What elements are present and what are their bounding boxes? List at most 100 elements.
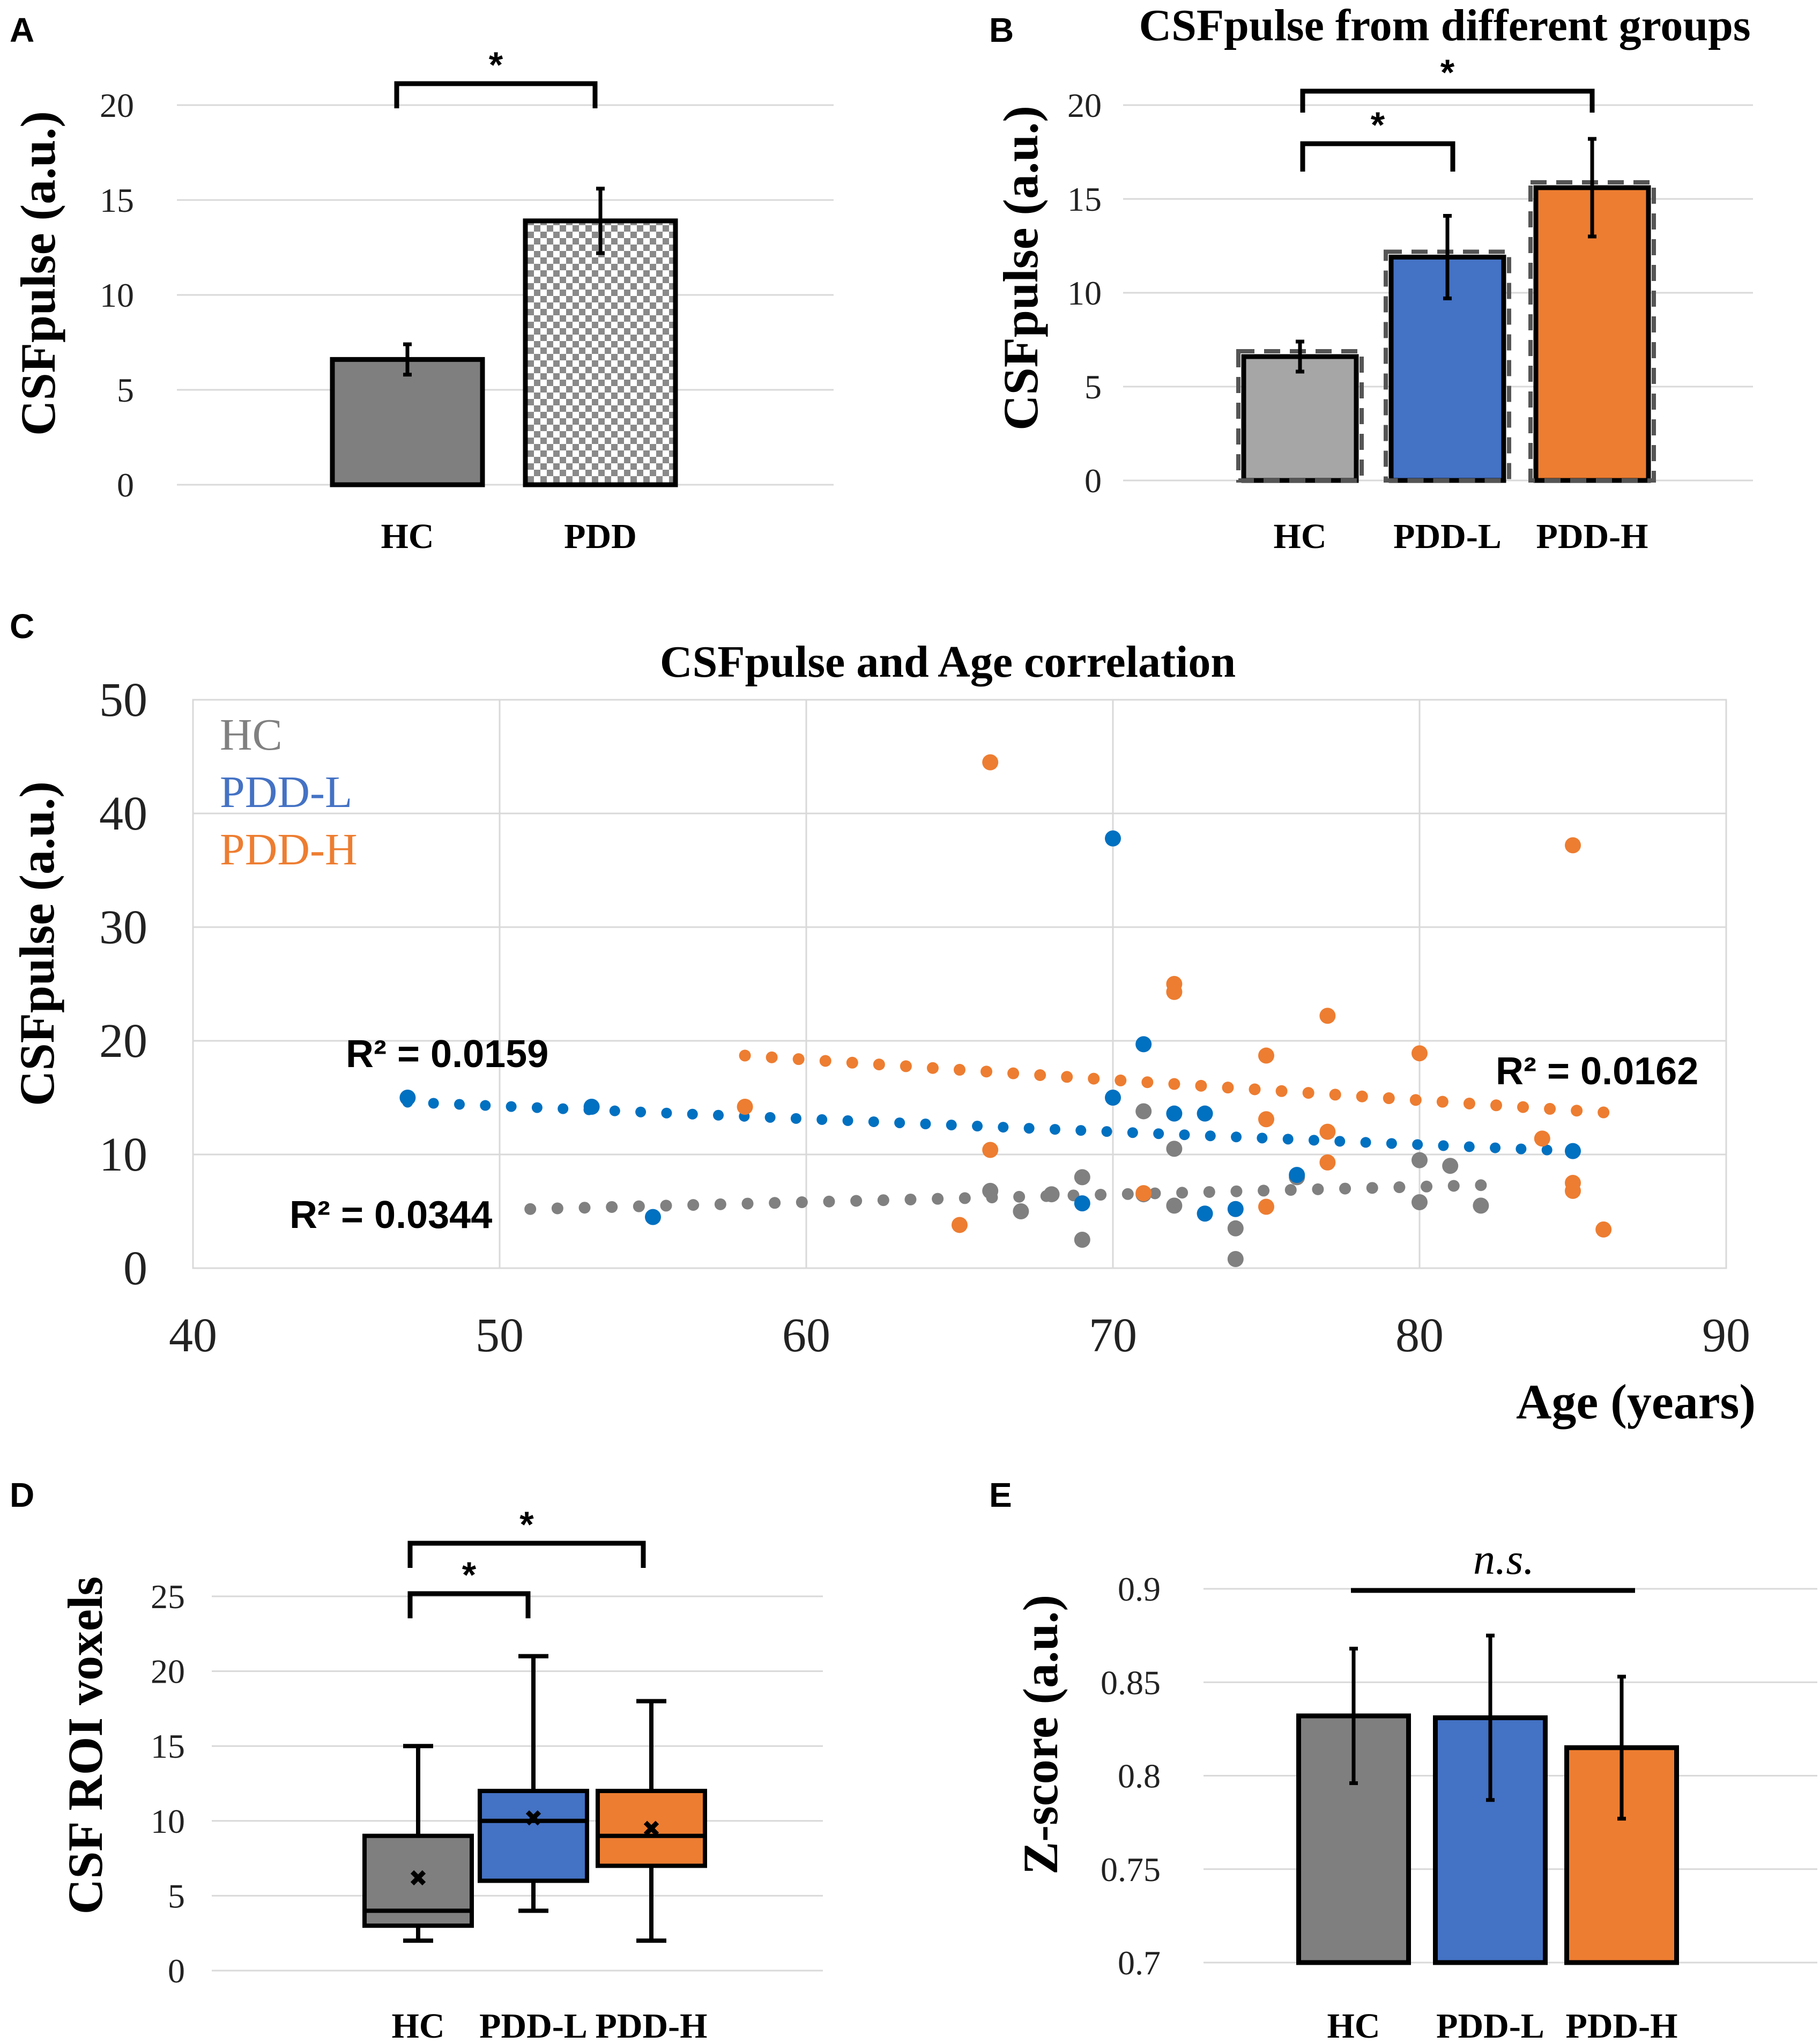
panelC-point-hc [982,1182,999,1199]
panelC-plot-frame [192,699,1727,1269]
panelC-trend-dot-pdd-l [1516,1143,1527,1154]
panel-c-x-axis-label: Age (years) [1516,1374,1756,1429]
panelC-point-pdd-h [1319,1123,1336,1140]
panelD-y-tick-label: 10 [151,1802,185,1840]
panelC-trend-dot-pdd-l [454,1099,465,1110]
panelC-trend-dot-hc [959,1192,971,1204]
panel-e-chart: 0.7 0.75 0.8 0.85 0.9 Z-score (a.u.) n.s. HC… [1013,1535,1817,2043]
panelC-trend-dot-pdd-h [1409,1094,1422,1106]
panelC-trend-dot-pdd-l [713,1109,724,1121]
panelC-trend-dot-pdd-h [1302,1087,1314,1099]
panelC-trend-dot-hc [1258,1185,1270,1197]
panelC-trend-dot-pdd-h [1222,1082,1234,1094]
panelC-trend-dot-pdd-l [842,1115,853,1126]
panelC-point-pdd-h [982,1142,999,1158]
panelA-bar-hc [330,357,485,487]
panelC-trend-dot-pdd-h [1088,1072,1100,1085]
panelA-y-tick-label: 0 [117,466,134,504]
panelC-trend-dot-pdd-h [1195,1079,1207,1092]
panelD-mean-marker [643,1820,659,1836]
panelC-point-pdd-h [737,1098,753,1115]
panelC-trend-dot-hc [1095,1189,1107,1201]
panelC-trend-dot-pdd-l [1334,1136,1346,1147]
panelE-y-tick-label: 0.9 [1118,1570,1161,1608]
panelC-trend-dot-pdd-l [609,1105,620,1116]
panel-c-y-axis-label: CSFpulse (a.u.) [10,781,64,1106]
panelC-trend-dot-pdd-l [428,1098,439,1109]
panelB-y-tick-label: 15 [1067,180,1102,218]
panelC-point-pdd-l [1565,1143,1581,1159]
panelC-trend-dot-hc [877,1194,889,1206]
panelC-point-pdd-l [1105,1090,1121,1106]
panel-b-significance: ** [1300,52,1595,172]
panelC-trend-dot-pdd-l [558,1103,569,1114]
panelC-trend-dot-pdd-h [766,1051,778,1063]
panelB-significance-star: * [1440,52,1455,93]
panelC-trend-dot-pdd-l [1101,1126,1112,1137]
panelC-x-tick-label: 70 [1089,1309,1137,1362]
panelC-trend-dot-pdd-h [819,1055,831,1067]
panelC-x-tick-label: 60 [782,1309,830,1362]
panelC-trend-dot-hc [1230,1185,1243,1197]
panelA-category-label: HC [381,517,434,556]
panelC-trend-dot-hc [796,1196,808,1209]
panelC-trend-dot-pdd-l [1412,1139,1423,1150]
panelD-significance-star: * [519,1504,534,1545]
panelC-trend-dot-pdd-l [531,1102,543,1113]
panel-c-trendlines [402,1049,1610,1215]
panel-d-boxes [362,1654,707,1943]
panelD-y-tick-label: 25 [151,1578,185,1616]
panelC-trend-dot-pdd-l [1308,1135,1319,1146]
panelD-box-pdd-l [478,1788,589,1883]
panelD-y-tick-label: 5 [168,1877,185,1915]
panelC-trend-dot-pdd-l [790,1113,801,1124]
panel-a-y-ticks: 0 5 10 15 20 [100,86,134,504]
panelC-trend-dot-hc [850,1195,863,1207]
panelC-point-pdd-l [1197,1105,1213,1122]
panelC-trend-dot-pdd-l [1282,1134,1294,1145]
panelC-trend-dot-pdd-l [1023,1123,1035,1134]
panelE-category-label: PDD-L [1436,2007,1544,2043]
panelC-trend-dot-pdd-h [1275,1085,1288,1097]
panelC-trend-dot-hc [1475,1179,1487,1191]
panelC-point-pdd-l [1166,1105,1183,1122]
panel-c-ticks: 40 50 60 70 80 90 0 10 20 30 40 50 [99,673,1750,1362]
panelC-trend-dot-pdd-h [1490,1099,1502,1112]
panelC-trend-dot-pdd-h [873,1058,885,1071]
panel-c-chart: CSFpulse and Age correlation 40 50 60 70 80 9… [10,637,1756,1429]
panel-d-gridlines [212,1595,823,1972]
panelC-r2-pdd-h: R² = 0.0162 [1496,1050,1698,1093]
panelC-trend-dot-hc [932,1193,944,1205]
panelC-trend-dot-pdd-l [1257,1132,1268,1144]
panelD-category-label: PDD-H [596,2007,708,2043]
panelC-trend-dot-pdd-l [1153,1128,1164,1139]
panelC-point-pdd-l [645,1209,661,1225]
panelC-trend-dot-pdd-h [1463,1097,1475,1109]
panelC-point-pdd-h [1258,1198,1274,1215]
panel-c-title: CSFpulse and Age correlation [660,637,1236,687]
panelC-trend-dot-pdd-h [980,1065,993,1078]
panelC-trend-dot-pdd-h [1383,1092,1395,1105]
panelC-point-pdd-h [1412,1045,1428,1062]
panelB-significance-bracket [1300,141,1455,172]
panelC-point-pdd-h [1258,1111,1274,1128]
panelB-bar-hc [1241,354,1359,483]
panel-c-legend: HC PDD-L PDD-H [220,710,358,875]
panelC-point-hc [1166,1197,1183,1214]
panelC-trend-dot-pdd-h [1141,1076,1154,1089]
panel-letter-a: A [10,11,34,49]
panelC-trend-dot-pdd-h [1061,1071,1073,1083]
panel-d-significance: ** [407,1504,646,1618]
panelC-trend-dot-hc [551,1202,563,1215]
panelE-y-tick-label: 0.8 [1118,1757,1161,1795]
panelC-trend-dot-pdd-h [1007,1067,1020,1079]
panel-b-title: CSFpulse from different groups [1139,1,1750,50]
panelC-trend-dot-pdd-l [1541,1144,1552,1156]
panelB-y-tick-label: 10 [1067,274,1102,312]
panelE-category-label: HC [1327,2007,1380,2043]
panelD-y-tick-label: 15 [151,1727,185,1765]
panelC-legend-pdd-h: PDD-H [220,825,358,875]
panelC-trend-dot-pdd-h [1034,1069,1046,1081]
panelE-y-tick-label: 0.75 [1101,1850,1161,1889]
panelB-significance-star: * [1371,105,1385,145]
